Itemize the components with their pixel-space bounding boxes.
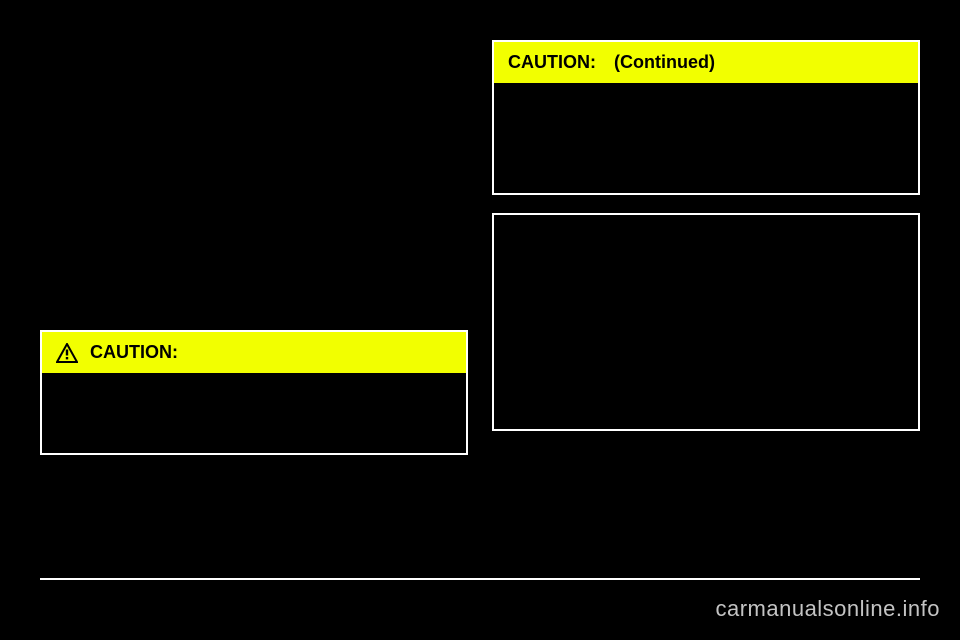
caution-continued-suffix: (Continued) [614,52,715,73]
watermark-text: carmanualsonline.info [715,596,940,622]
warning-triangle-icon [56,343,78,363]
column-left: CAUTION: [40,40,468,473]
footer-rule [40,578,920,580]
notice-box [492,213,920,431]
caution-label: CAUTION: [90,342,178,363]
column-right: CAUTION: (Continued) [492,40,920,473]
caution-box-continued: CAUTION: (Continued) [492,40,920,195]
two-column-layout: CAUTION: CAUTION: (Continued) [0,0,960,493]
caution-label: CAUTION: [508,52,596,73]
caution-body-continued [494,83,918,193]
caution-header-continued: CAUTION: (Continued) [494,42,918,83]
caution-body-left [42,373,466,453]
caution-box-left: CAUTION: [40,330,468,455]
caution-header-left: CAUTION: [42,332,466,373]
manual-page: CAUTION: CAUTION: (Continued) carmanuals… [0,0,960,640]
